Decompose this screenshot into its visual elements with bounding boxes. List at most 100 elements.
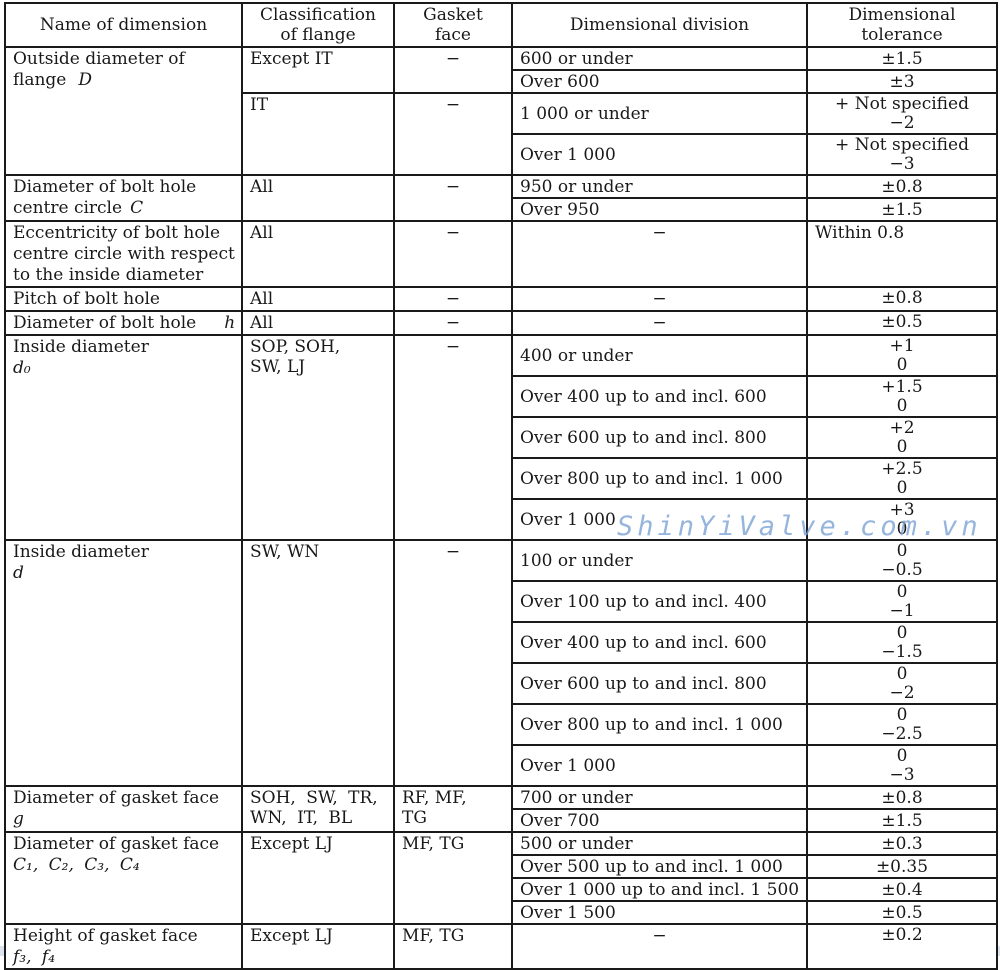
cell-division: 700 or under	[511, 785, 808, 810]
cell-tolerance: ±0.8	[806, 174, 998, 199]
cell-tolerance: ±1.5	[806, 46, 998, 71]
cell-division: 600 or under	[511, 46, 808, 71]
cell-tolerance: 0 −1.5	[806, 621, 998, 664]
cell-tolerance: 0 −2.5	[806, 703, 998, 746]
cell-division: Over 600 up to and incl. 800	[511, 662, 808, 705]
cell-division: 950 or under	[511, 174, 808, 199]
cell-division: Over 1 000	[511, 133, 808, 176]
cell-gasket-face-dash: −	[393, 174, 513, 222]
cell-classification: Except IT	[241, 46, 395, 94]
table-row: Over 950 ±1.5	[5, 197, 998, 222]
table-row: Over 500 up to and incl. 1 000 ±0.35	[5, 854, 998, 879]
cell-division: Over 400 up to and incl. 600	[511, 375, 808, 418]
cell-tolerance: ±3	[806, 69, 998, 94]
cell-tolerance: ±0.4	[806, 877, 998, 902]
cell-division: Over 1 000	[511, 744, 808, 787]
cell-classification: All	[241, 286, 395, 312]
dimension-label: Outside diameter of flange	[13, 49, 185, 90]
dimension-symbol-C: C	[130, 198, 144, 218]
cell-gasket-face-dash: −	[393, 286, 513, 312]
cell-classification: All	[241, 174, 395, 222]
cell-tolerance: ±1.5	[806, 808, 998, 833]
col-header-classification: Classification of flange	[241, 2, 395, 48]
cell-division: Over 800 up to and incl. 1 000	[511, 703, 808, 746]
dimension-label: Diameter of bolt hole centre circle	[13, 177, 197, 218]
table-row: Inside diameter d₀ SOP, SOH, SW, LJ − 400…	[4, 334, 998, 541]
cell-tolerance: ±0.8	[806, 286, 998, 312]
dimension-symbol-c1-c4: C₁, C₂, C₃, C₄	[13, 855, 140, 875]
cell-division: Over 1 000	[511, 498, 808, 541]
cell-tolerance: ±0.35	[806, 854, 998, 879]
table-row: Over 600 up to and incl. 800 0 −2	[5, 662, 998, 705]
cell-dimension-inside-d0: Inside diameter d₀	[4, 334, 243, 541]
cell-tolerance: +1.5 0	[806, 375, 998, 418]
cell-division: 500 or under	[511, 831, 808, 856]
cell-tolerance: Within 0.8	[806, 220, 998, 288]
cell-tolerance: ±1.5	[806, 197, 998, 222]
table-row: Over 100 up to and incl. 400 0 −1	[5, 580, 998, 623]
table-row: Height of gasket face f₃, f₄ Except LJ MF…	[4, 923, 998, 970]
cell-division: Over 100 up to and incl. 400	[511, 580, 808, 623]
col-header-name-of-dimension: Name of dimension	[4, 2, 243, 48]
table-row: Over 800 up to and incl. 1 000 +2.5 0	[5, 457, 998, 500]
table-row: Outside diameter of flange D Except IT − …	[4, 46, 998, 176]
cell-division: Over 700	[511, 808, 808, 833]
cell-dimension-pitch: Pitch of bolt hole	[4, 286, 243, 312]
table-row: Diameter of gasket face g SOH, SW, TR, WN…	[4, 785, 998, 833]
cell-division: Over 950	[511, 197, 808, 222]
dimension-symbol-D: D	[78, 70, 93, 90]
cell-division: Over 600 up to and incl. 800	[511, 416, 808, 459]
cell-tolerance: ±0.5	[806, 310, 998, 336]
cell-dimension-outside-diameter: Outside diameter of flange D	[4, 46, 243, 176]
col-header-gasket-face: Gasket face	[393, 2, 513, 48]
tolerance-table: Name of dimension Classification of flan…	[4, 2, 998, 970]
cell-tolerance: + Not specified −3	[806, 133, 998, 176]
cell-division: Over 400 up to and incl. 600	[511, 621, 808, 664]
table-row: Pitch of bolt hole All − − ±0.8	[4, 286, 998, 312]
cell-tolerance: 0 −3	[806, 744, 998, 787]
table-row: Over 1 000 0 −3	[5, 744, 998, 787]
cell-classification: Except LJ	[241, 831, 395, 925]
col-header-dimensional-division: Dimensional division	[511, 2, 808, 48]
cell-gasket-face-dash: −	[393, 46, 513, 94]
table-row: Diameter of gasket face C₁, C₂, C₃, C₄ Ex…	[4, 831, 998, 925]
cell-division: Over 500 up to and incl. 1 000	[511, 854, 808, 879]
cell-division-dash: −	[511, 310, 808, 336]
cell-tolerance: ±0.3	[806, 831, 998, 856]
cell-gasket-face-dash: −	[393, 92, 513, 176]
col-header-dimensional-tolerance: Dimensional tolerance	[806, 2, 998, 48]
table-row: Over 1 000 +3 0	[5, 498, 998, 541]
cell-tolerance: 0 −0.5	[806, 539, 998, 582]
cell-division: Over 800 up to and incl. 1 000	[511, 457, 808, 500]
cell-division: Over 1 000 up to and incl. 1 500	[511, 877, 808, 902]
cell-tolerance: ±0.2	[806, 923, 998, 970]
dimension-label: Inside diameter	[13, 337, 149, 357]
table-row: Over 1 000 up to and incl. 1 500 ±0.4	[5, 877, 998, 902]
cell-classification: Except LJ	[241, 923, 395, 970]
table-row: Inside diameter d SW, WN − 100 or under 0…	[4, 539, 998, 787]
table-row: Over 600 ±3	[5, 69, 998, 94]
table-row: Diameter of bolt hole centre circle C All…	[4, 174, 998, 222]
cell-dimension-gasket-g: Diameter of gasket face g	[4, 785, 243, 833]
table-row: Over 1 500 ±0.5	[5, 900, 998, 925]
cell-dimension-inside-d: Inside diameter d	[4, 539, 243, 787]
cell-classification: All	[241, 310, 395, 336]
table-row: Over 800 up to and incl. 1 000 0 −2.5	[5, 703, 998, 746]
header-row: Name of dimension Classification of flan…	[4, 2, 998, 48]
cell-gasket-face-dash: −	[393, 310, 513, 336]
cell-gasket-face-dash: −	[393, 334, 513, 541]
cell-gasket-face: MF, TG	[393, 923, 513, 970]
cell-division: 100 or under	[511, 539, 808, 582]
cell-tolerance: + Not specified −2	[806, 92, 998, 135]
dimension-symbol-h: h	[224, 313, 236, 333]
table-row: Eccentricity of bolt hole centre circle …	[4, 220, 998, 288]
cell-gasket-face-dash: −	[393, 539, 513, 787]
cell-division: Over 1 500	[511, 900, 808, 925]
cell-classification: SOP, SOH, SW, LJ	[241, 334, 395, 541]
dimension-label: Diameter of bolt hole	[13, 313, 197, 333]
table-row: Over 400 up to and incl. 600 0 −1.5	[5, 621, 998, 664]
cell-division-dash: −	[511, 923, 808, 970]
cell-dimension-bolt-circle: Diameter of bolt hole centre circle C	[4, 174, 243, 222]
dimension-symbol-g: g	[13, 809, 24, 829]
cell-classification: IT	[241, 92, 395, 176]
